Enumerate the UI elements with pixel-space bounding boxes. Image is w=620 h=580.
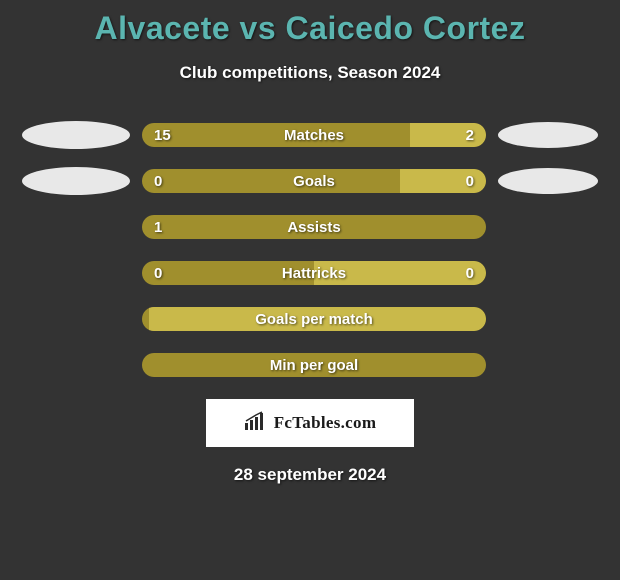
stat-bar: 00Goals <box>142 169 486 193</box>
stat-label: Hattricks <box>142 261 486 285</box>
stat-row: Min per goal <box>10 353 610 377</box>
stat-bar: 152Matches <box>142 123 486 147</box>
stat-label: Matches <box>142 123 486 147</box>
page-subtitle: Club competitions, Season 2024 <box>0 63 620 83</box>
stat-bar: Min per goal <box>142 353 486 377</box>
player-right-ellipse <box>498 168 598 194</box>
player-right-ellipse <box>498 122 598 148</box>
page-title: Alvacete vs Caicedo Cortez <box>0 0 620 47</box>
stat-bar: 1Assists <box>142 215 486 239</box>
comparison-chart: 152Matches 00Goals 1Assists 00Hattricks Goal… <box>0 123 620 377</box>
stat-bar: 00Hattricks <box>142 261 486 285</box>
player-left-ellipse <box>22 121 130 149</box>
stat-row: Goals per match <box>10 307 610 331</box>
stat-row: 00Hattricks <box>10 261 610 285</box>
stat-bar: Goals per match <box>142 307 486 331</box>
logo-text: FcTables.com <box>274 413 377 433</box>
stat-row: 1Assists <box>10 215 610 239</box>
stat-label: Min per goal <box>142 353 486 377</box>
footer-date: 28 september 2024 <box>0 465 620 485</box>
stat-label: Assists <box>142 215 486 239</box>
fctables-logo: FcTables.com <box>206 399 414 447</box>
player-left-ellipse <box>22 167 130 195</box>
stat-row: 152Matches <box>10 123 610 147</box>
stat-label: Goals <box>142 169 486 193</box>
chart-icon <box>244 411 268 437</box>
stat-label: Goals per match <box>142 307 486 331</box>
stat-row: 00Goals <box>10 169 610 193</box>
